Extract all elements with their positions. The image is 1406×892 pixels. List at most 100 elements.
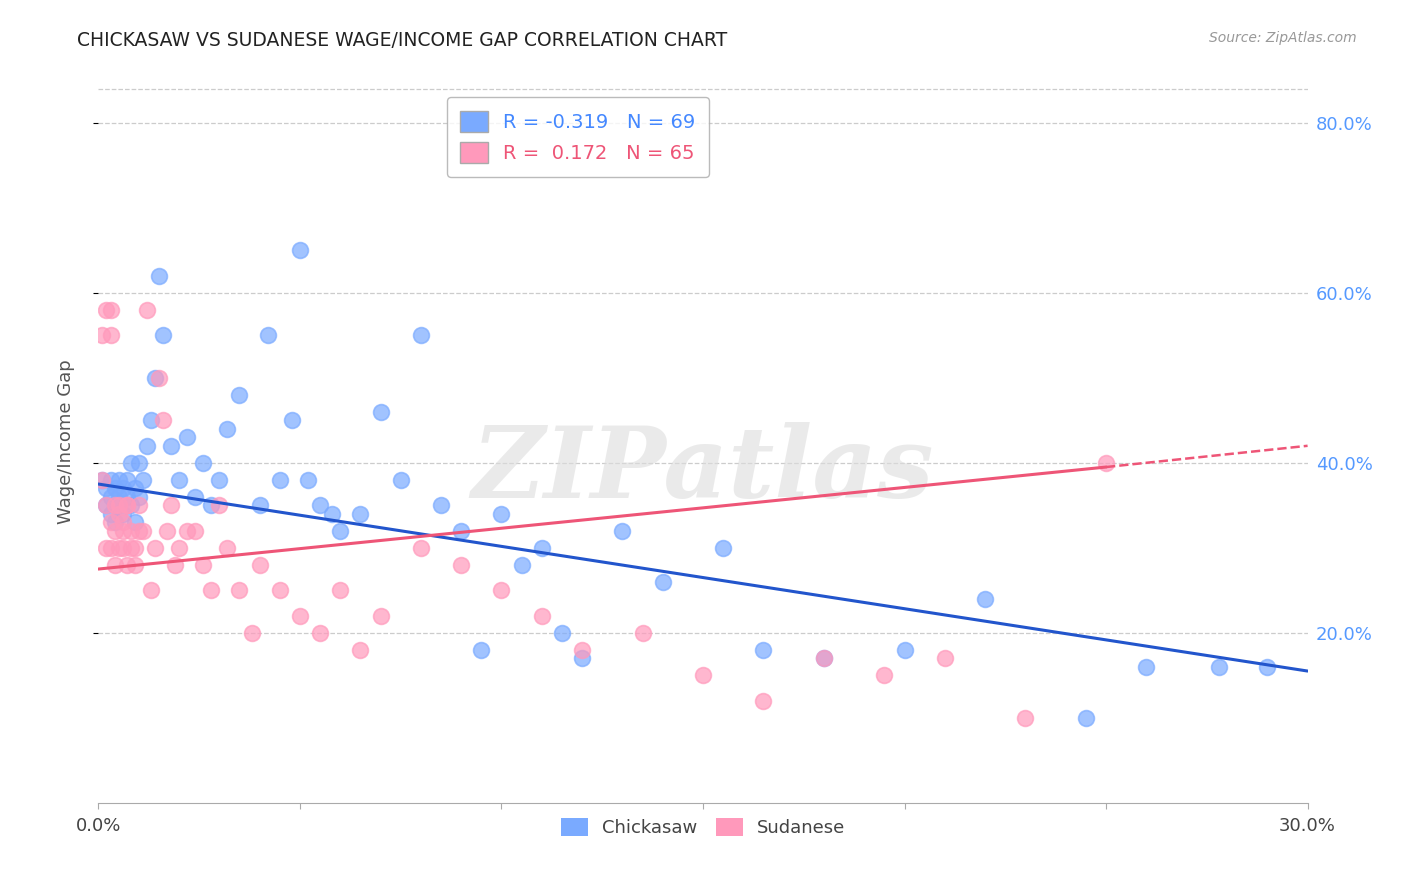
Point: [160, 439, 183, 453]
Point: [167, 541, 190, 555]
Point: [329, 524, 352, 538]
Point: [370, 608, 392, 623]
Point: [200, 583, 222, 598]
Point: [128, 490, 150, 504]
Point: [100, 302, 122, 317]
Point: [103, 558, 125, 572]
Point: [124, 481, 146, 495]
Point: [160, 498, 183, 512]
Point: [571, 642, 593, 657]
Point: [124, 558, 146, 572]
Point: [115, 498, 138, 512]
Point: [152, 413, 174, 427]
Point: [152, 328, 174, 343]
Point: [974, 591, 997, 606]
Point: [132, 524, 155, 538]
Point: [111, 507, 134, 521]
Point: [309, 625, 332, 640]
Point: [297, 473, 319, 487]
Point: [692, 668, 714, 682]
Point: [551, 625, 574, 640]
Point: [651, 574, 673, 589]
Point: [470, 642, 492, 657]
Point: [100, 516, 122, 530]
Y-axis label: Wage/Income Gap: Wage/Income Gap: [56, 359, 75, 524]
Point: [143, 371, 166, 385]
Point: [1135, 660, 1157, 674]
Point: [450, 558, 472, 572]
Point: [873, 668, 896, 682]
Point: [100, 490, 122, 504]
Point: [128, 456, 150, 470]
Point: [107, 498, 129, 512]
Point: [288, 608, 311, 623]
Point: [111, 481, 134, 495]
Point: [612, 524, 634, 538]
Point: [752, 642, 775, 657]
Point: [91, 473, 114, 487]
Point: [329, 583, 352, 598]
Point: [111, 516, 134, 530]
Point: [96, 481, 118, 495]
Point: [530, 608, 553, 623]
Point: [281, 413, 304, 427]
Point: [349, 642, 371, 657]
Point: [409, 541, 432, 555]
Point: [135, 439, 157, 453]
Point: [208, 498, 231, 512]
Point: [184, 524, 207, 538]
Point: [934, 651, 956, 665]
Point: [107, 490, 129, 504]
Point: [115, 490, 138, 504]
Point: [148, 371, 170, 385]
Point: [91, 328, 114, 343]
Point: [813, 651, 835, 665]
Point: [100, 473, 122, 487]
Point: [120, 456, 142, 470]
Point: [107, 498, 129, 512]
Point: [103, 498, 125, 512]
Point: [288, 244, 311, 258]
Point: [1208, 660, 1230, 674]
Point: [96, 498, 118, 512]
Point: [128, 498, 150, 512]
Point: [96, 302, 118, 317]
Point: [200, 498, 222, 512]
Point: [1256, 660, 1278, 674]
Point: [115, 473, 138, 487]
Point: [156, 524, 179, 538]
Point: [631, 625, 654, 640]
Point: [711, 541, 734, 555]
Point: [193, 456, 215, 470]
Point: [349, 507, 371, 521]
Point: [893, 642, 915, 657]
Point: [107, 541, 129, 555]
Point: [115, 558, 138, 572]
Point: [1014, 711, 1036, 725]
Point: [103, 481, 125, 495]
Point: [132, 473, 155, 487]
Text: CHICKASAW VS SUDANESE WAGE/INCOME GAP CORRELATION CHART: CHICKASAW VS SUDANESE WAGE/INCOME GAP CO…: [77, 31, 727, 50]
Point: [510, 558, 533, 572]
Point: [148, 268, 170, 283]
Point: [256, 328, 278, 343]
Point: [163, 558, 186, 572]
Point: [530, 541, 553, 555]
Point: [120, 541, 142, 555]
Point: [103, 524, 125, 538]
Point: [100, 328, 122, 343]
Point: [100, 507, 122, 521]
Point: [91, 473, 114, 487]
Point: [370, 405, 392, 419]
Point: [115, 498, 138, 512]
Point: [193, 558, 215, 572]
Point: [309, 498, 332, 512]
Point: [107, 473, 129, 487]
Point: [111, 541, 134, 555]
Point: [128, 524, 150, 538]
Point: [217, 422, 239, 436]
Point: [208, 473, 231, 487]
Point: [139, 583, 162, 598]
Point: [103, 516, 125, 530]
Point: [184, 490, 207, 504]
